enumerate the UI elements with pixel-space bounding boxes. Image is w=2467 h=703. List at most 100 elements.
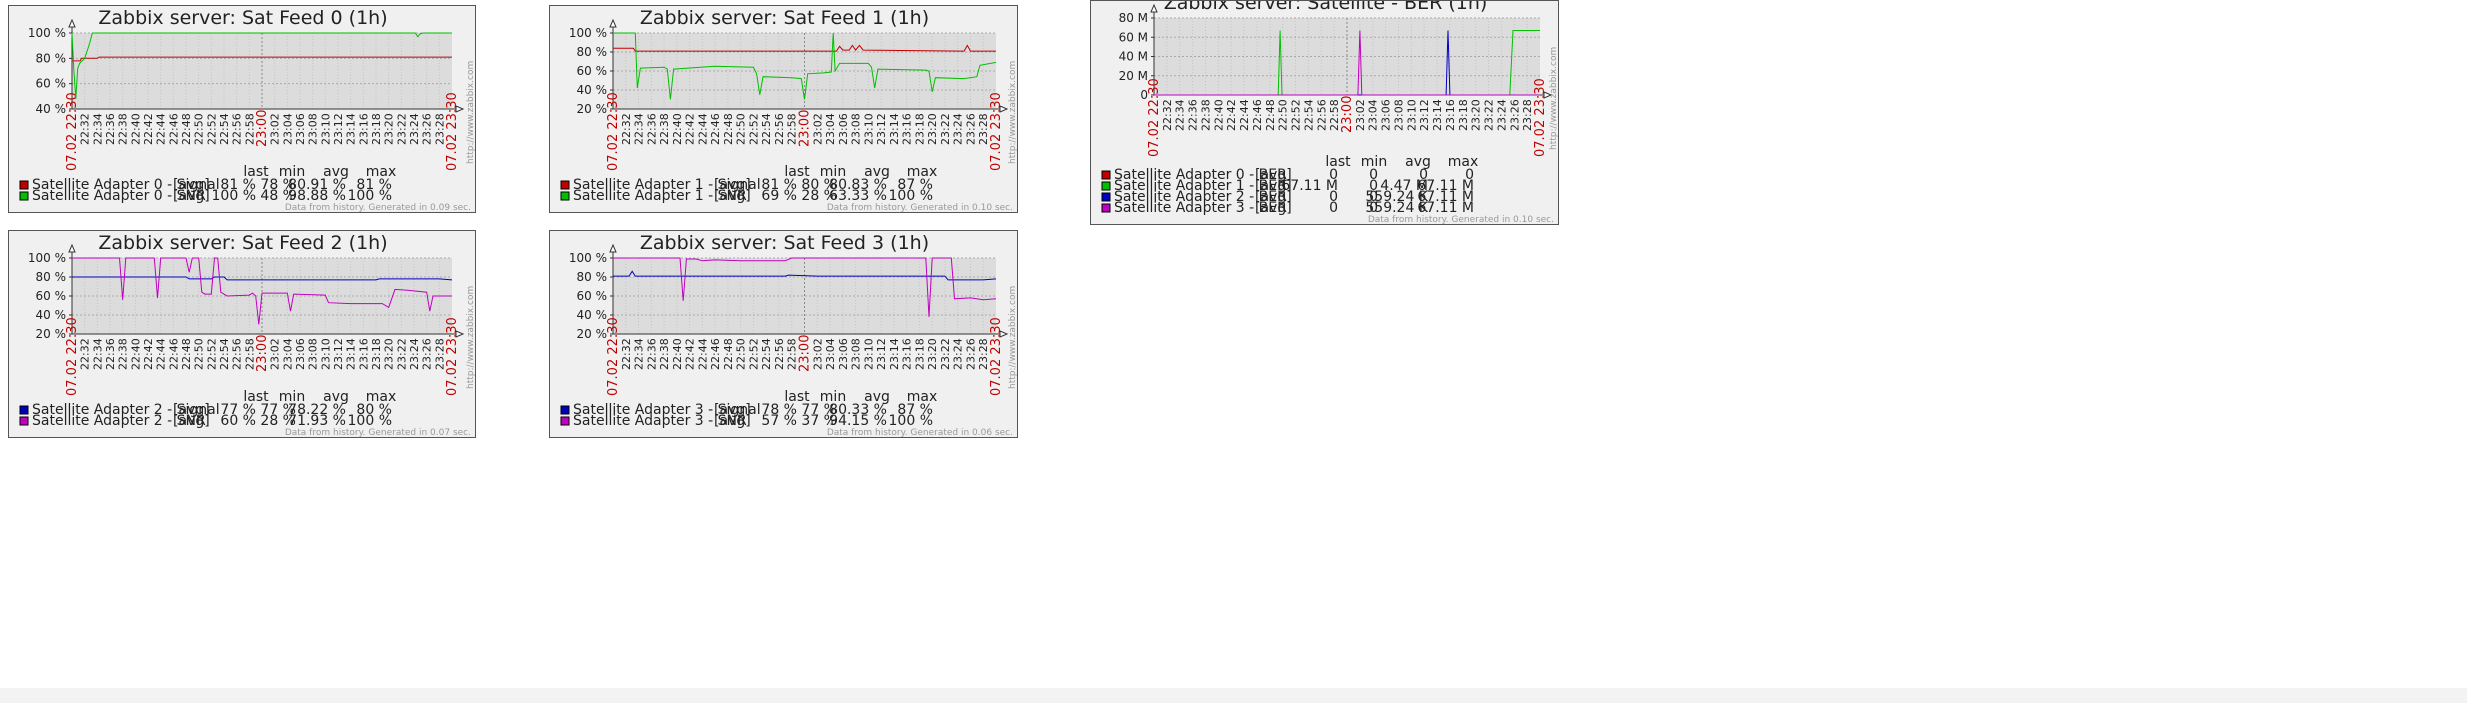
x-tick-label: 23:12 [1418,99,1431,131]
generated-footer: Data from history. Generated in 0.10 sec… [1368,215,1554,225]
x-start-label: 07.02 22:30 [1147,78,1162,157]
x-tick-label: 23:02 [269,113,282,145]
x-tick-label: 23:14 [888,338,901,370]
legend-series-agg: [avg] [173,188,210,204]
x-tick-label: 23:10 [319,338,332,370]
x-tick-label: 22:38 [658,338,671,370]
legend-series-name: Satellite Adapter 1 - SNR [573,188,747,204]
y-tick-label: 100 % [569,251,607,265]
x-tick-label: 22:42 [684,338,697,370]
x-tick-label: 22:40 [129,338,142,370]
y-tick-label: 20 % [36,327,67,341]
legend-header-min: min [279,389,305,405]
x-tick-label: 23:10 [862,338,875,370]
legend-header-max: max [907,389,938,405]
x-tick-label: 22:50 [1277,99,1290,131]
graph-canvas: Zabbix server: Sat Feed 0 (1h) 100 % 80 % 6… [19,7,476,213]
legend-swatch [19,416,29,426]
chart-title: Zabbix server: Satellite - BER (1h) [1164,1,1488,14]
legend-value-max: 87 % [897,177,933,193]
x-tick-label: 22:42 [142,113,155,145]
series-line-1 [72,257,452,325]
x-tick-label: 22:56 [773,338,786,370]
legend-value-avg: 4.47 M [1380,178,1428,194]
x-tick-label: 23:08 [1392,99,1405,131]
x-tick-label: 23:14 [345,113,358,145]
legend-header-max: max [907,164,938,180]
legend-value-last: 0 [1329,189,1338,205]
legend-value-min: 28 % [801,188,837,204]
x-tick-label: 23:16 [1444,99,1457,131]
legend-value-min: 0 [1369,167,1378,183]
legend-header-avg: avg [1405,154,1431,170]
legend-value-min: 0 [1369,200,1378,216]
y-axis-arrow [68,243,76,253]
x-tick-label: 22:58 [786,113,799,145]
legend-header-max: max [1448,154,1479,170]
x-tick-label: 23:04 [281,338,294,370]
legend-swatch [1101,181,1111,191]
legend-value-avg: 559.24 K [1365,200,1428,216]
x-tick-label: 22:46 [709,338,722,370]
x-tick-label: 22:48 [722,338,735,370]
legend-value-max: 67.11 M [1417,189,1474,205]
legend-swatch [19,405,29,415]
zabbix-watermark: http://www.zabbix.com [1008,61,1018,164]
legend-header-avg: avg [864,389,890,405]
legend-series-name: Satellite Adapter 1 - Signal [573,177,761,193]
x-tick-label: 23:18 [370,113,383,145]
series-line-0 [613,270,997,281]
graph-canvas: Zabbix server: Sat Feed 3 (1h) 100 % 80 % 6… [560,232,1018,438]
x-tick-label: 23:00 [255,335,270,372]
x-tick-label: 23:24 [952,338,965,370]
legend-value-avg: 0 [1419,167,1428,183]
x-tick-label: 22:32 [79,338,92,370]
legend-swatch [19,180,29,190]
y-tick-label: 60 M [1119,30,1148,44]
x-tick-label: 23:08 [850,338,863,370]
legend-series-agg: [avg] [714,413,751,429]
x-tick-label: 22:44 [1238,99,1251,131]
x-start-label: 07.02 22:30 [65,317,80,396]
legend-header-min: min [820,389,846,405]
zabbix-watermark: http://www.zabbix.com [466,286,476,389]
legend-value-min: 77 % [801,402,837,418]
series-line-3 [1154,30,1540,96]
y-tick-label: 40 % [36,308,67,322]
series-line-1 [613,257,997,317]
x-tick-label: 23:16 [357,113,370,145]
x-tick-label: 22:38 [1199,99,1212,131]
x-end-label: 07.02 23:30 [445,317,460,396]
x-tick-label: 22:58 [243,338,256,370]
x-tick-label: 23:04 [281,113,294,145]
generated-footer: Data from history. Generated in 0.09 sec… [285,203,471,213]
x-tick-label: 23:26 [964,338,977,370]
legend-series-agg: [avg] [1255,200,1292,216]
x-tick-label: 23:26 [421,113,434,145]
x-tick-label: 23:12 [875,113,888,145]
x-tick-label: 22:36 [1187,99,1200,131]
y-tick-label: 20 % [577,327,608,341]
x-tick-label: 23:28 [977,113,990,145]
x-tick-label: 23:20 [383,113,396,145]
x-tick-label: 23:06 [837,338,850,370]
x-tick-label: 22:40 [1212,99,1225,131]
legend-value-max: 67.11 M [1417,178,1474,194]
legend-value-last: 69 % [761,188,797,204]
legend-series-name: Satellite Adapter 3 - SNR [573,413,747,429]
y-tick-label: 20 % [577,102,608,116]
x-tick-label: 22:34 [91,338,104,370]
x-tick-label: 22:32 [620,113,633,145]
graph-panel-sat-feed-1: Zabbix server: Sat Feed 1 (1h) 100 % 80 % 6… [549,5,1018,213]
x-tick-label: 23:08 [307,113,320,145]
x-tick-label: 22:48 [180,113,193,145]
x-tick-label: 22:52 [1290,99,1303,131]
chart-title: Zabbix server: Sat Feed 0 (1h) [98,7,387,29]
x-tick-label: 22:34 [1174,99,1187,131]
x-tick-label: 23:12 [332,113,345,145]
x-tick-label: 23:04 [1367,99,1380,131]
legend-series-name: Satellite Adapter 0 - SNR [32,188,206,204]
x-tick-label: 23:04 [824,113,837,145]
x-tick-label: 23:18 [913,338,926,370]
x-tick-label: 22:42 [1225,99,1238,131]
